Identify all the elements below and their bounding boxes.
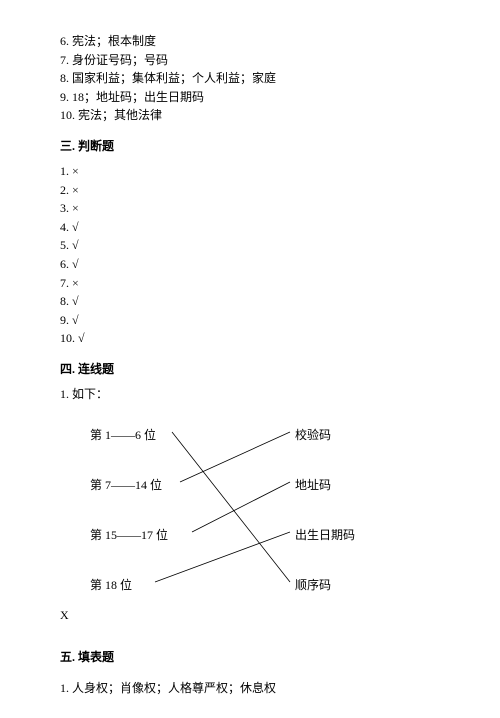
left-node-label: 第 7——14 位: [90, 476, 162, 493]
tf-item: 9. √: [60, 311, 440, 330]
list-item: 8. 国家利益；集体利益；个人利益；家庭: [60, 69, 440, 88]
tf-item: 7. ×: [60, 274, 440, 293]
tf-item: 4. √: [60, 218, 440, 237]
section4-trailing: X: [60, 606, 440, 625]
tf-item: 5. √: [60, 236, 440, 255]
intro-list: 6. 宪法；根本制度 7. 身份证号码；号码 8. 国家利益；集体利益；个人利益…: [60, 32, 440, 125]
section4-intro: 1. 如下：: [60, 385, 440, 404]
right-node-label: 地址码: [295, 476, 331, 493]
list-item: 9. 18；地址码；出生日期码: [60, 88, 440, 107]
right-node-label: 顺序码: [295, 576, 331, 593]
right-node-label: 出生日期码: [295, 526, 355, 543]
section4-title: 四. 连线题: [60, 360, 440, 377]
left-node-label: 第 18 位: [90, 576, 132, 593]
tf-item: 10. √: [60, 329, 440, 348]
section3-list: 1. × 2. × 3. × 4. √ 5. √ 6. √ 7. × 8. √ …: [60, 162, 440, 348]
tf-item: 1. ×: [60, 162, 440, 181]
left-node-label: 第 1——6 位: [90, 426, 156, 443]
tf-item: 2. ×: [60, 181, 440, 200]
left-node-label: 第 15——17 位: [90, 526, 168, 543]
page-content: 6. 宪法；根本制度 7. 身份证号码；号码 8. 国家利益；集体利益；个人利益…: [0, 0, 500, 718]
tf-item: 3. ×: [60, 199, 440, 218]
right-node-label: 校验码: [295, 426, 331, 443]
matching-diagram: 第 1——6 位第 7——14 位第 15——17 位第 18 位 校验码地址码出…: [60, 412, 400, 602]
tf-item: 6. √: [60, 255, 440, 274]
tf-item: 8. √: [60, 292, 440, 311]
list-item: 6. 宪法；根本制度: [60, 32, 440, 51]
section3-title: 三. 判断题: [60, 137, 440, 154]
list-item: 10. 宪法；其他法律: [60, 106, 440, 125]
section5-item: 1. 人身权；肖像权；人格尊严权；休息权: [60, 679, 440, 698]
list-item: 7. 身份证号码；号码: [60, 51, 440, 70]
section5-title: 五. 填表题: [60, 648, 440, 665]
